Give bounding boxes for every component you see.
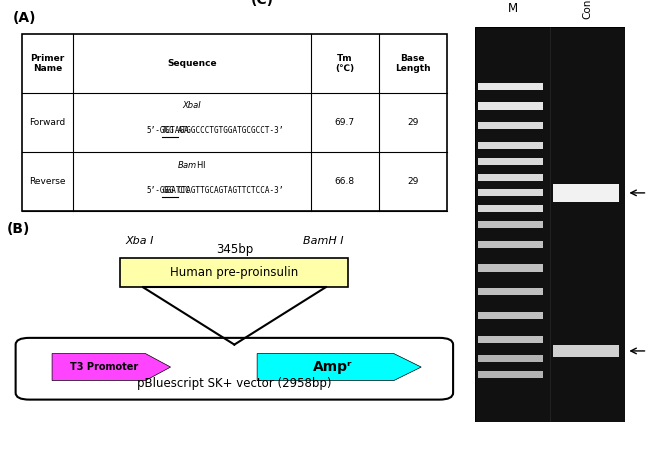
Text: Sequence: Sequence xyxy=(167,59,217,68)
Bar xyxy=(478,173,542,180)
Text: M: M xyxy=(508,2,518,15)
Text: 29: 29 xyxy=(407,177,419,186)
Text: GGATCC: GGATCC xyxy=(162,185,190,194)
Bar xyxy=(478,264,542,272)
Text: Human pre-proinsulin: Human pre-proinsulin xyxy=(170,266,299,279)
Bar xyxy=(478,205,542,212)
FancyBboxPatch shape xyxy=(120,258,348,287)
Text: (B): (B) xyxy=(7,222,30,236)
Bar xyxy=(478,122,542,129)
Bar xyxy=(478,158,542,165)
Text: (A): (A) xyxy=(13,11,36,25)
Bar xyxy=(478,83,542,90)
Text: (C): (C) xyxy=(251,0,273,7)
Text: XbaI: XbaI xyxy=(182,101,201,110)
Bar xyxy=(478,312,542,319)
Text: T3 Promoter: T3 Promoter xyxy=(70,362,139,372)
Bar xyxy=(478,142,542,149)
Text: Reverse: Reverse xyxy=(29,177,66,186)
Text: $\mathit{Bam}$HI: $\mathit{Bam}$HI xyxy=(177,159,206,170)
Bar xyxy=(478,355,542,362)
Bar xyxy=(478,335,542,343)
Text: TCTAGA: TCTAGA xyxy=(162,126,190,135)
Text: 29: 29 xyxy=(407,118,419,127)
Text: Forward: Forward xyxy=(29,118,66,127)
Text: Construct: Construct xyxy=(583,0,592,19)
Text: Xba I: Xba I xyxy=(125,236,154,246)
Text: 69.7: 69.7 xyxy=(335,118,355,127)
Bar xyxy=(553,184,619,202)
FancyArrow shape xyxy=(257,354,421,380)
Text: CTAGTTGCAGTAGTTCTCCA-3’: CTAGTTGCAGTAGTTCTCCA-3’ xyxy=(178,185,284,194)
Bar xyxy=(553,345,619,357)
Text: Base
Length: Base Length xyxy=(395,54,431,73)
Text: pBluescript SK+ vector (2958bp): pBluescript SK+ vector (2958bp) xyxy=(137,378,331,390)
Bar xyxy=(478,288,542,295)
Text: BamH I: BamH I xyxy=(303,236,344,246)
Text: 5’-GGG: 5’-GGG xyxy=(147,185,174,194)
Text: Tm
(℃): Tm (℃) xyxy=(335,54,354,73)
Text: 66.8: 66.8 xyxy=(335,177,355,186)
Bar xyxy=(478,241,542,248)
Bar xyxy=(478,221,542,228)
Bar xyxy=(478,189,542,197)
Text: Primer
Name: Primer Name xyxy=(30,54,64,73)
Text: 345bp: 345bp xyxy=(215,243,253,256)
Bar xyxy=(22,34,447,211)
FancyArrow shape xyxy=(52,354,171,380)
Bar xyxy=(478,371,542,378)
FancyBboxPatch shape xyxy=(16,338,453,400)
Text: ATGGCCCTGTGGATGCGCCT-3’: ATGGCCCTGTGGATGCGCCT-3’ xyxy=(178,126,284,135)
Text: Ampʳ: Ampʳ xyxy=(312,360,352,374)
Bar xyxy=(478,102,542,110)
Text: 5’-GGG: 5’-GGG xyxy=(147,126,174,135)
